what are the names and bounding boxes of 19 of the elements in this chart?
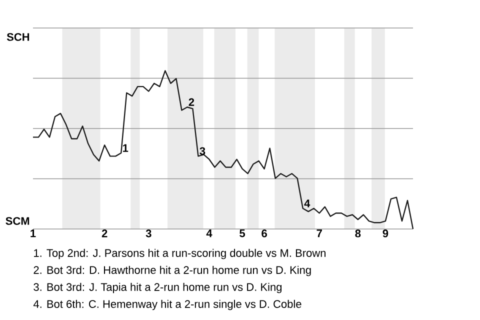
annotation: 3: [200, 147, 206, 155]
annotation: 4: [304, 200, 310, 208]
x-tick-label: 2: [102, 230, 108, 238]
x-tick-label: 8: [355, 230, 361, 238]
x-tick-label: 5: [240, 230, 246, 238]
annotation: 1: [123, 144, 128, 152]
annotation: 2: [188, 98, 194, 106]
x-tick-label: 4: [206, 230, 212, 238]
x-tick-label: 3: [146, 230, 152, 238]
text: SCH: [6, 33, 30, 41]
text: SCM: [6, 217, 30, 225]
x-tick-label: 9: [382, 230, 388, 238]
x-tick-label: 1: [30, 230, 36, 238]
text: 4. Bot 6th: C. Hemenway hit a 2-run single vs D. Coble: [33, 300, 302, 310]
text: 3. Bot 3rd: J. Tapia hit a 2-run home run vs D. King: [34, 282, 282, 294]
x-tick-label: 7: [316, 230, 322, 238]
text: 1. Top 2nd: J. Parsons hit a run-scoring double vs M. Brown: [34, 248, 326, 260]
x-tick-label: 6: [262, 230, 267, 238]
text: 2. Bot 3rd: D. Hawthorne hit a 2-run home run vs D. King: [34, 266, 311, 276]
